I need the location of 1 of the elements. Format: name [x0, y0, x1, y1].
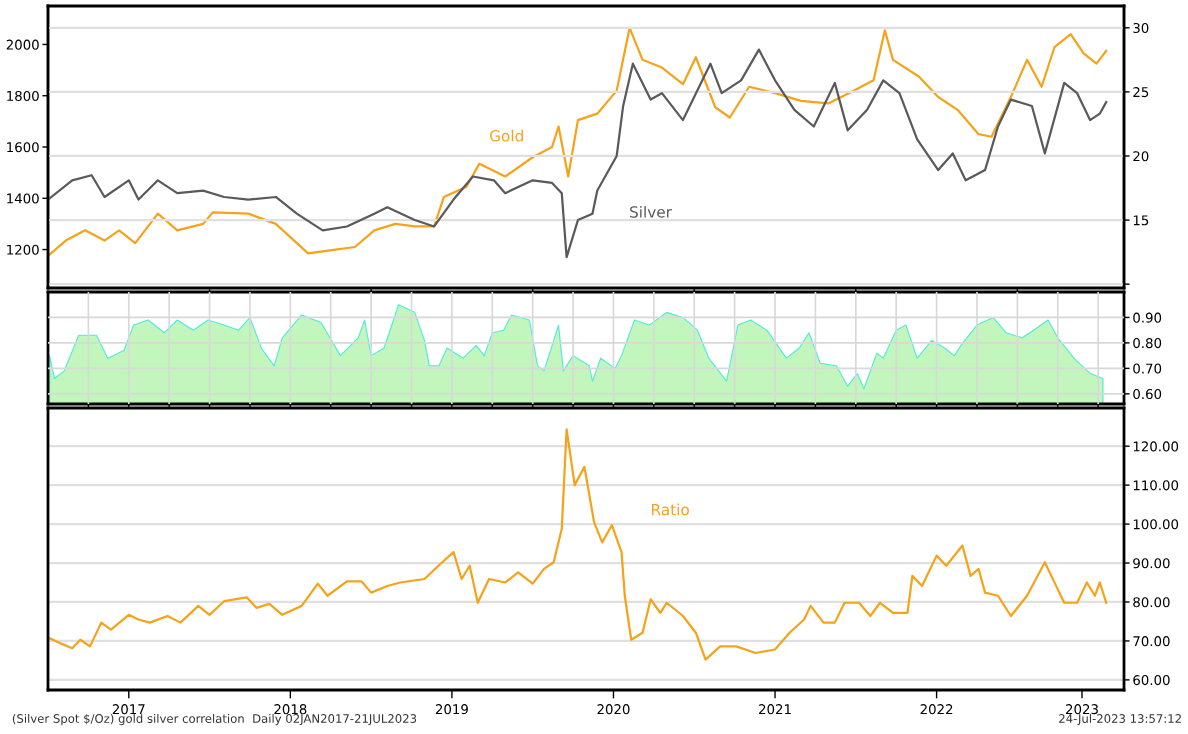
- line-series: [48, 428, 1108, 661]
